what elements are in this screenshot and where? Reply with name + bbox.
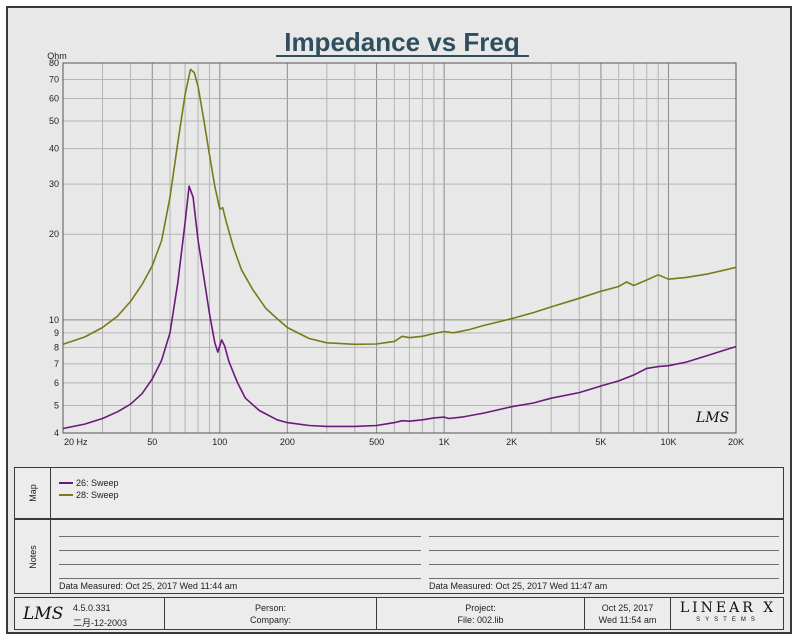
- person-label: Person:: [254, 602, 287, 613]
- note-line: [59, 536, 421, 537]
- y-tick-label: 6: [54, 378, 59, 388]
- project-label: Project:: [465, 602, 496, 613]
- x-tick-label: 100: [212, 437, 227, 447]
- legend-swatch: [59, 482, 73, 484]
- tick-labels: 20 Hz 50 100 200 500 1K 2K 5K 10K 20K 4 5 6 7 8 9 10 20 30…: [49, 58, 744, 447]
- footer-person-cell: Person: Company:: [165, 598, 377, 629]
- y-tick-label: 7: [54, 359, 59, 369]
- series-line-28-sweep: [62, 68, 737, 346]
- notes-side-label: Notes: [15, 520, 51, 593]
- x-tick-label: 200: [280, 437, 295, 447]
- grid-layer: [63, 63, 736, 433]
- x-tick-label: 20 Hz: [64, 437, 88, 447]
- footer-logo-cell: LMS 4.5.0.331 二月-12-2003: [15, 598, 165, 629]
- version-date-text: 二月-12-2003: [73, 618, 128, 628]
- legend-entry: 28: Sweep: [59, 490, 119, 500]
- chart-title: Impedance vs Freq: [284, 27, 520, 57]
- y-tick-label: 40: [49, 144, 59, 154]
- y-tick-label: 9: [54, 328, 59, 338]
- plot-frame: [62, 62, 737, 434]
- x-tick-label: 500: [369, 437, 384, 447]
- legend-panel: Map 26: Sweep 28: Sweep: [14, 467, 784, 519]
- brand-sub: SYSTEMS: [696, 616, 760, 623]
- y-tick-label: 4: [54, 428, 59, 438]
- footer-date-cell: Oct 25, 2017 Wed 11:54 am: [585, 598, 671, 629]
- footer-date: Oct 25, 2017: [601, 602, 654, 613]
- legend-text: 28: Sweep: [76, 490, 119, 500]
- y-tick-label: 70: [49, 74, 59, 84]
- x-tick-label: 5K: [595, 437, 606, 447]
- version-text: 4.5.0.331: [73, 603, 111, 613]
- note-line: [59, 550, 421, 551]
- y-tick-label: 80: [49, 58, 59, 68]
- impedance-chart: Impedance vs Freq Ohm 20 Hz 50 100 200 500 1K…: [47, 27, 744, 447]
- legend-text: 26: Sweep: [76, 478, 119, 488]
- notes-panel: Notes Data Measured: Oct 25, 2017 Wed 11…: [14, 519, 784, 594]
- y-tick-label: 8: [54, 342, 59, 352]
- y-tick-label: 30: [49, 179, 59, 189]
- y-tick-label: 10: [49, 315, 59, 325]
- note-line: [429, 550, 779, 551]
- x-tick-label: 50: [147, 437, 157, 447]
- note-line: [59, 564, 421, 565]
- x-tick-label: 10K: [660, 437, 676, 447]
- company-label: Company:: [249, 614, 292, 625]
- note-line: [429, 578, 779, 579]
- y-unit-label: Ohm: [47, 51, 67, 61]
- x-tick-label: 1K: [439, 437, 450, 447]
- footer-logo: LMS: [23, 604, 64, 624]
- footer-bar: LMS 4.5.0.331 二月-12-2003 Person: Company…: [14, 597, 784, 630]
- brand-logo: LINEAR X: [679, 599, 777, 616]
- legend-side-label: Map: [15, 468, 51, 518]
- left-measured-text: Data Measured: Oct 25, 2017 Wed 11:44 am: [59, 581, 238, 591]
- y-tick-label: 20: [49, 229, 59, 239]
- note-line: [429, 564, 779, 565]
- series-layer: [62, 68, 737, 430]
- footer-project-cell: Project: File: 002.lib: [377, 598, 585, 629]
- y-tick-label: 60: [49, 94, 59, 104]
- report-sheet: Impedance vs Freq Ohm 20 Hz 50 100 200 500 1K…: [6, 6, 792, 634]
- right-measured-text: Data Measured: Oct 25, 2017 Wed 11:47 am: [429, 581, 608, 591]
- footer-time: Wed 11:54 am: [598, 614, 657, 625]
- y-tick-label: 50: [49, 116, 59, 126]
- footer-brand-cell: LINEAR X SYSTEMS: [671, 598, 785, 629]
- note-line: [59, 578, 421, 579]
- note-line: [429, 536, 779, 537]
- watermark-logo: LMS: [695, 410, 729, 426]
- x-tick-label: 20K: [728, 437, 744, 447]
- legend-entry: 26: Sweep: [59, 478, 119, 488]
- file-label: File: 002.lib: [457, 614, 504, 625]
- series-line-26-sweep: [62, 185, 737, 430]
- legend-swatch: [59, 494, 73, 496]
- x-tick-label: 2K: [506, 437, 517, 447]
- y-tick-label: 5: [54, 400, 59, 410]
